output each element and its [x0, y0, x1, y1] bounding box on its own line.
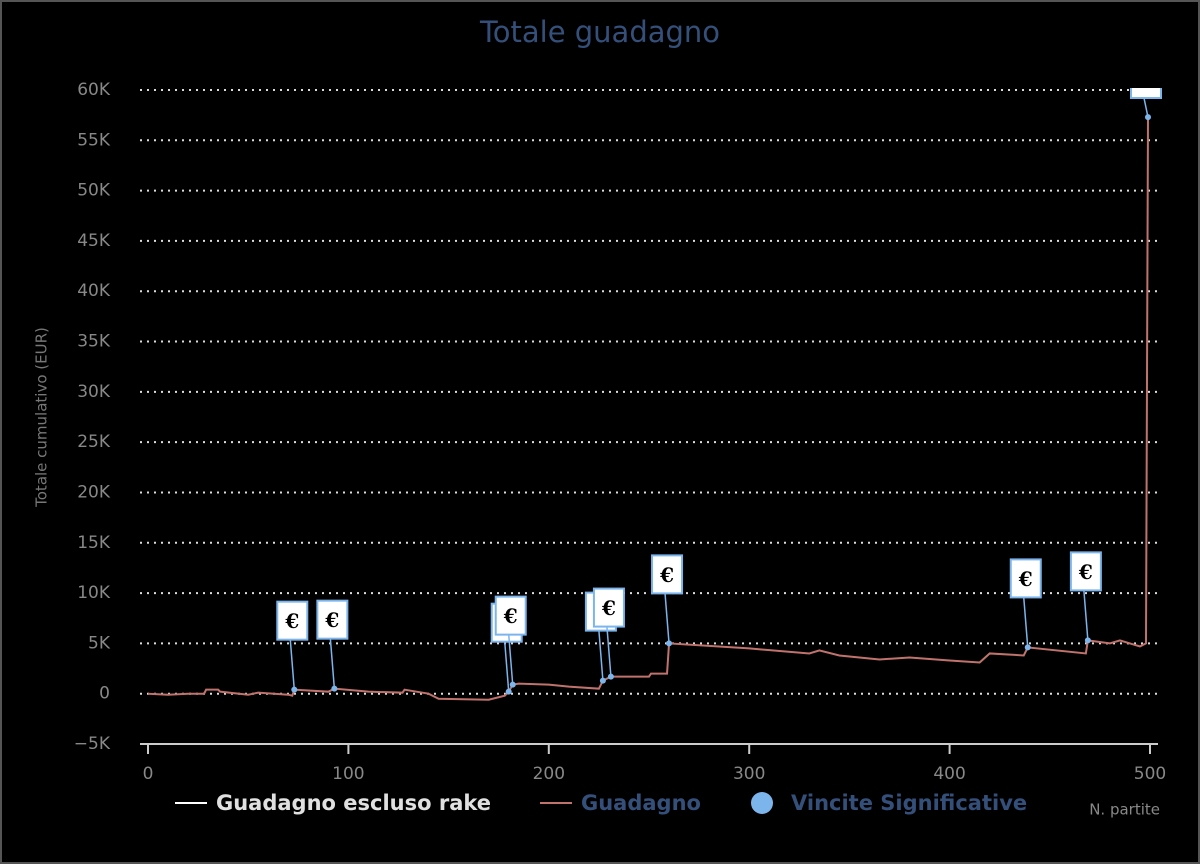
flag-label: € — [659, 563, 674, 587]
legend-label[interactable]: Guadagno escluso rake — [216, 791, 491, 815]
flag — [316, 599, 349, 640]
y-tick-label: 40K — [77, 281, 111, 301]
legend-symbol — [751, 792, 773, 814]
flag-stem — [1023, 597, 1029, 648]
plot-area: €€€€€€€€€€ — [147, 68, 1162, 701]
flag-label: € — [1138, 68, 1153, 92]
flag — [276, 600, 309, 641]
series-line — [147, 117, 1149, 701]
flag-label: € — [1018, 567, 1033, 591]
flag — [494, 595, 527, 636]
win-point — [505, 688, 512, 695]
x-tick-label: 300 — [733, 764, 765, 784]
y-tick-label: −5K — [74, 734, 111, 754]
flag-stem — [507, 634, 514, 685]
x-tick-label: 200 — [533, 764, 565, 784]
y-tick-label: 5K — [88, 633, 111, 653]
win-point — [291, 686, 298, 693]
flag-stem — [503, 641, 510, 692]
flag-label: € — [601, 596, 616, 620]
flag-label: € — [503, 604, 518, 628]
legend-label[interactable]: Vincite Significative — [791, 791, 1027, 815]
win-point — [1144, 114, 1151, 121]
flag-label: € — [1078, 560, 1093, 584]
y-tick-label: 50K — [77, 181, 111, 201]
flag — [592, 587, 625, 628]
y-tick-label: 0 — [99, 684, 110, 704]
flag-stem — [598, 630, 604, 681]
y-axis-label: Totale cumulativo (EUR) — [33, 327, 51, 508]
win-point — [1084, 637, 1091, 644]
flag — [1129, 88, 1162, 99]
flag-stem — [289, 639, 296, 690]
win-point — [666, 640, 673, 647]
legend-label[interactable]: Guadagno — [581, 791, 701, 815]
y-tick-label: 55K — [77, 130, 111, 150]
y-tick-label: 25K — [77, 432, 111, 452]
win-point — [1024, 644, 1031, 651]
flag-stem — [606, 626, 612, 677]
flag-stem — [1143, 97, 1149, 118]
x-tick-label: 100 — [332, 764, 364, 784]
x-axis-label: N. partite — [1089, 801, 1160, 819]
win-point — [599, 677, 606, 684]
win-point — [331, 685, 338, 692]
x-tick-label: 500 — [1134, 764, 1166, 784]
win-point — [509, 681, 516, 688]
y-tick-label: 35K — [77, 332, 111, 352]
x-tick-label: 0 — [143, 764, 154, 784]
flag — [1069, 551, 1102, 592]
flag-label: € — [284, 609, 299, 633]
x-tick-label: 400 — [933, 764, 965, 784]
flag-stem — [1083, 590, 1089, 641]
flag — [651, 554, 684, 595]
chart-title: Totale guadagno — [479, 15, 720, 49]
y-tick-label: 10K — [77, 583, 111, 603]
y-tick-label: 20K — [77, 482, 111, 502]
flag-stem — [664, 593, 670, 644]
y-tick-label: 30K — [77, 382, 111, 402]
win-point — [607, 673, 614, 680]
flag — [1009, 558, 1042, 599]
y-tick-label: 45K — [77, 231, 111, 251]
y-tick-label: 60K — [77, 80, 111, 100]
flag-stem — [329, 638, 336, 689]
flag-label: € — [324, 608, 339, 632]
y-tick-label: 15K — [77, 533, 111, 553]
